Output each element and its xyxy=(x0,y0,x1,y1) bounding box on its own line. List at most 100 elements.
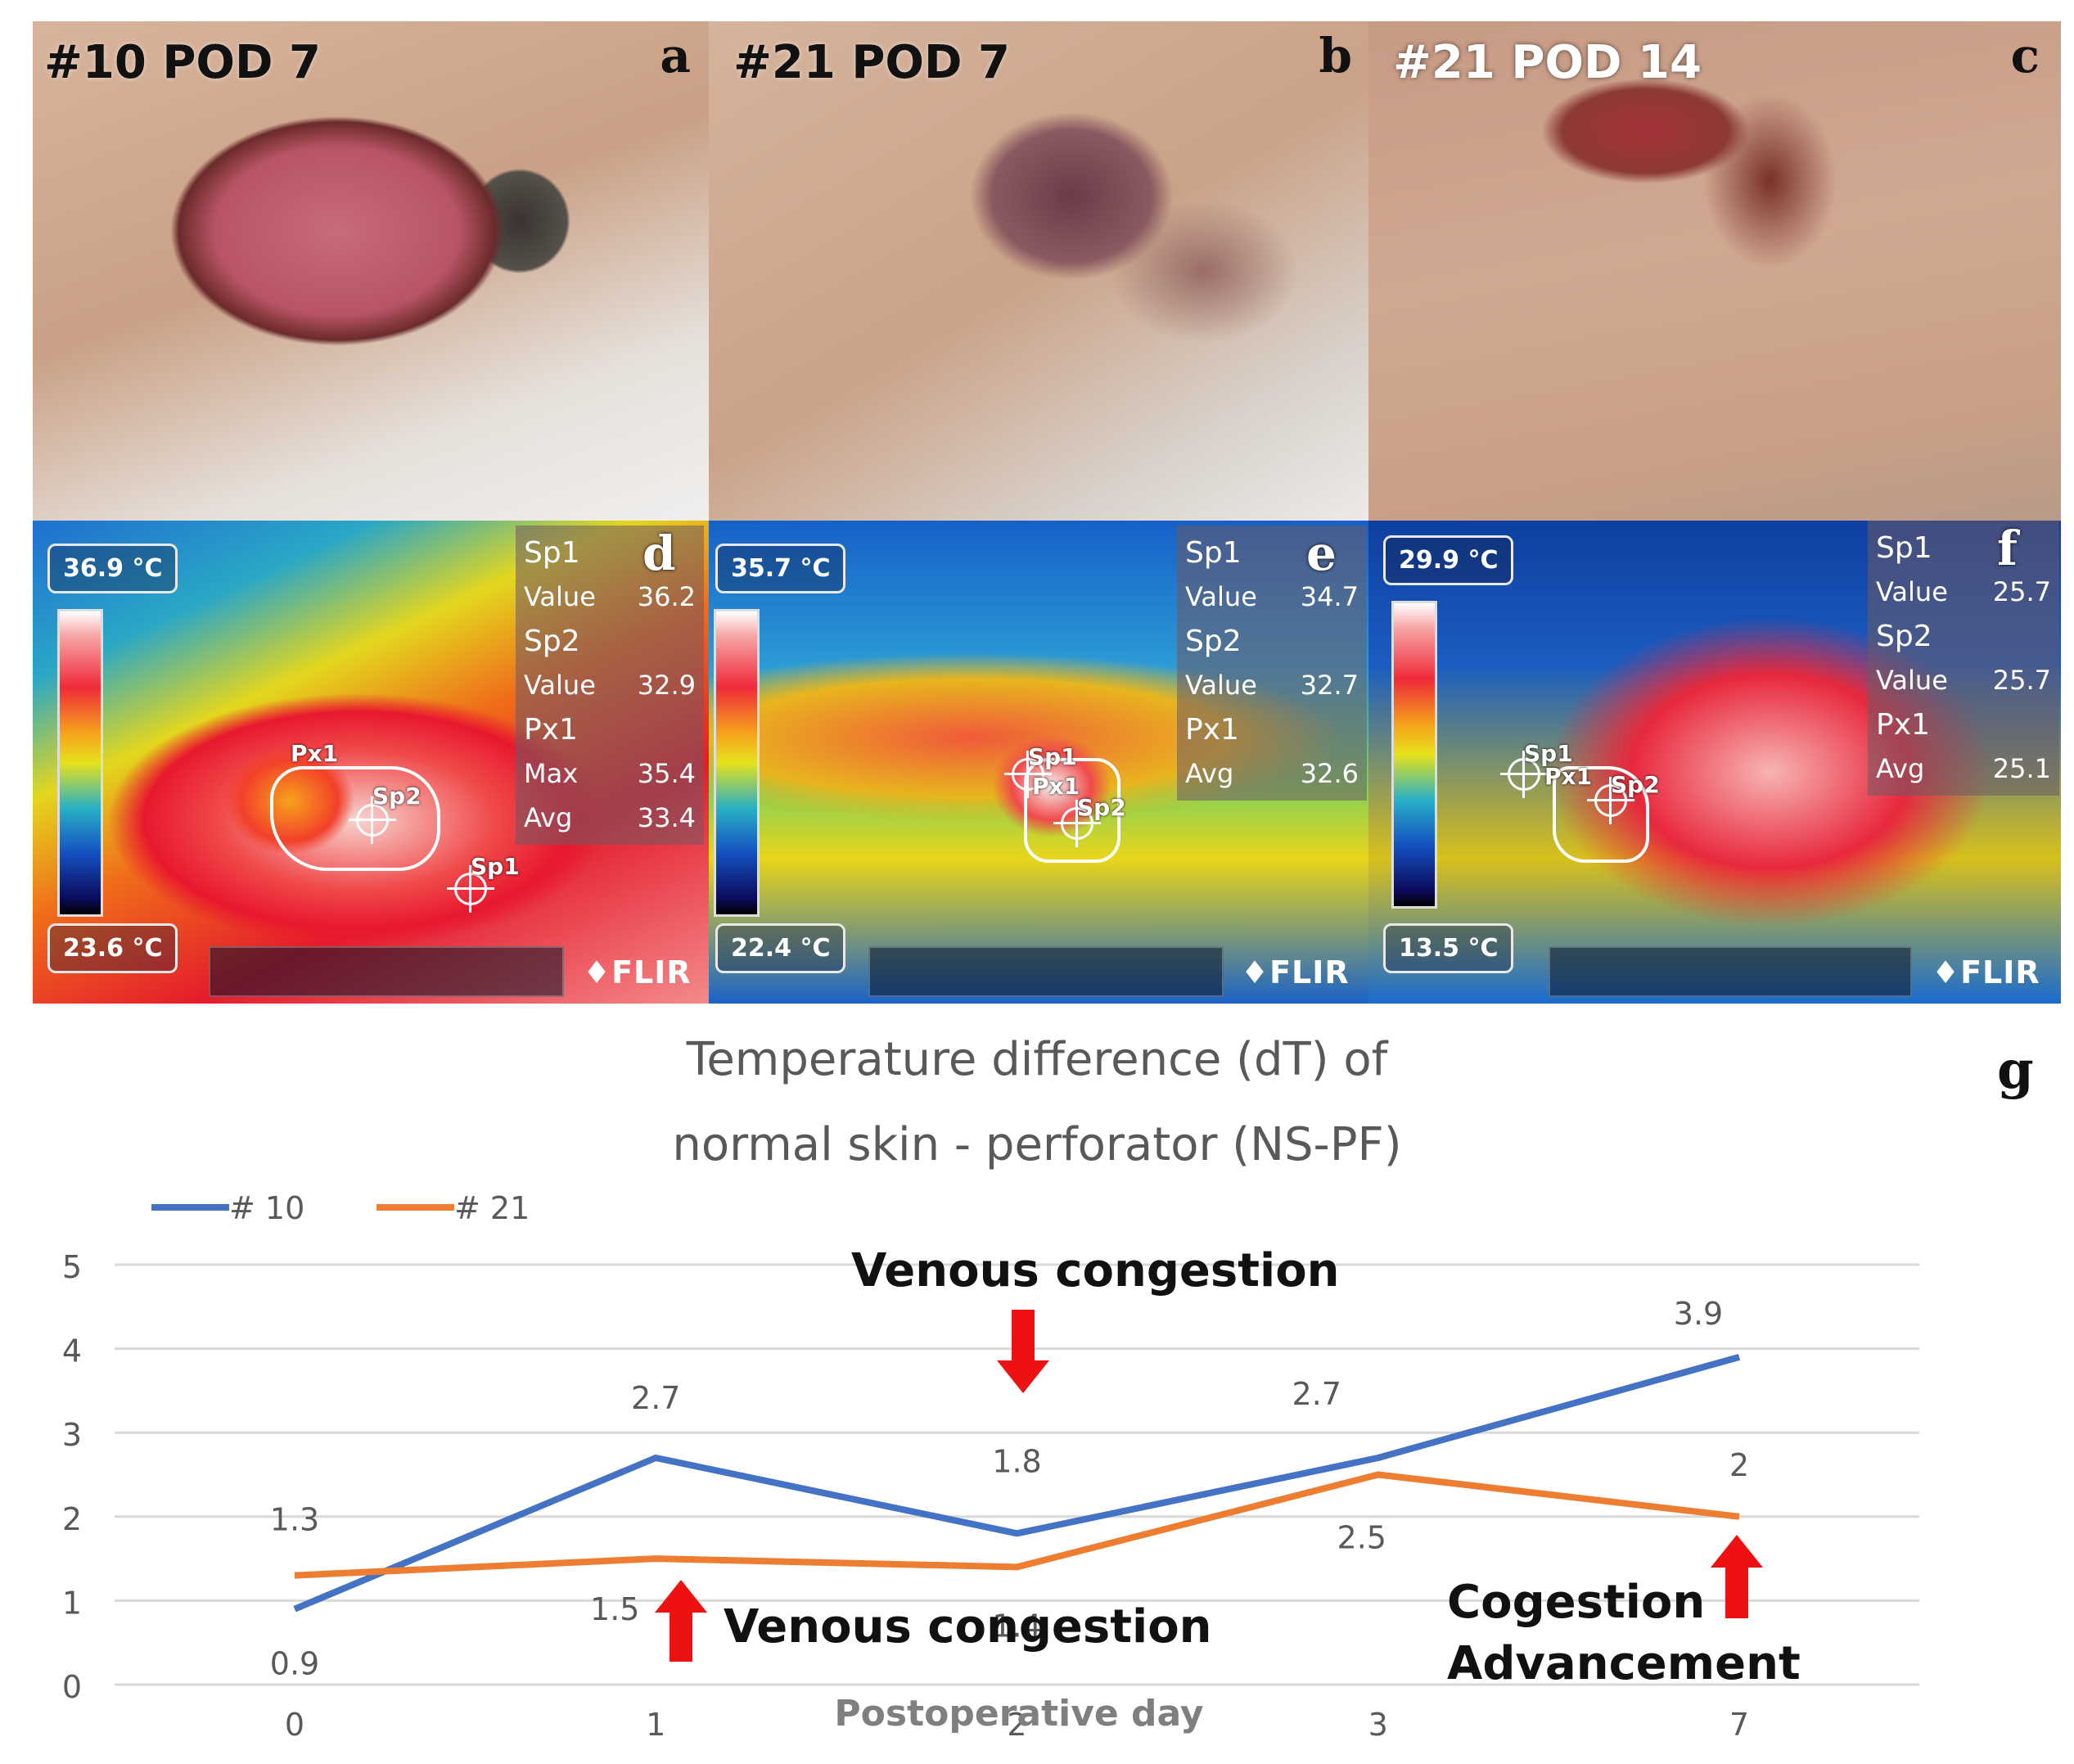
measurement-readout: Sp1 Value 36.2 Sp2 Value 32.9 Px1 Max 35.4 … xyxy=(516,526,704,845)
readout-row: Value 36.2 xyxy=(524,581,696,612)
data-label: 1.3 xyxy=(270,1502,319,1538)
measurement-readout: Sp1 Value 25.7 Sp2 Value 25.7 Px1 Avg 25.1 xyxy=(1868,521,2059,796)
max-temp-box: 36.9 °C xyxy=(47,544,178,593)
panel-a-title: #10 POD 7 xyxy=(44,36,321,89)
series-line-b xyxy=(294,1471,1740,1579)
panel-c-letter: c xyxy=(2010,28,2040,83)
readout-row: Sp1 xyxy=(524,535,580,570)
x-axis-label: Postoperative day xyxy=(834,1693,1203,1735)
roi-label-sp2: Sp2 xyxy=(1077,794,1126,821)
series-line-a xyxy=(293,1354,1741,1613)
red-arrow-icon xyxy=(997,1310,1049,1393)
data-label: 2 xyxy=(1729,1447,1749,1483)
roi-label-px1: Px1 xyxy=(291,740,339,767)
readout-row: Value 32.9 xyxy=(524,670,696,701)
photo-panel-a: #10 POD 7 a xyxy=(33,21,709,521)
chart-title: Temperature difference (dT) of xyxy=(686,1033,1388,1086)
readout-row: Sp1 xyxy=(1185,535,1242,570)
spot-crosshair-icon xyxy=(1053,800,1101,847)
readout-row: Value 25.7 xyxy=(1876,576,2051,607)
roi-label-sp1: Sp1 xyxy=(1524,740,1573,767)
data-label: 3.9 xyxy=(1674,1296,1723,1332)
roi-polygon xyxy=(1553,766,1649,863)
readout-row: Value 34.7 xyxy=(1185,581,1359,612)
red-arrow-icon xyxy=(1711,1535,1763,1618)
data-label: 0.9 xyxy=(270,1646,319,1682)
annotation-venous-congestion-bottom: Venous congestion xyxy=(724,1600,1212,1653)
x-tick-label: 7 xyxy=(1729,1707,1749,1743)
readout-row: Avg 33.4 xyxy=(524,802,696,833)
min-temp-box: 13.5 °C xyxy=(1383,923,1514,973)
histogram-bar xyxy=(1549,946,1912,997)
spot-crosshair-icon xyxy=(447,865,494,913)
readout-row: Px1 xyxy=(1185,712,1239,747)
readout-row: Max 35.4 xyxy=(524,758,696,789)
spot-crosshair-icon xyxy=(1004,751,1052,798)
thermal-panel-f: 29.9 °C 13.5 °C Sp1 Value 25.7 Sp2 Value 2… xyxy=(1368,521,2061,1004)
readout-row: Sp2 xyxy=(1876,619,1932,653)
histogram-bar xyxy=(868,946,1224,997)
flir-logo: ♦FLIR xyxy=(1932,954,2040,990)
panel-f-letter: f xyxy=(1997,521,2018,576)
readout-row: Sp2 xyxy=(524,624,580,658)
photo-panel-c: #21 POD 14 c xyxy=(1368,21,2061,521)
photo-panel-b: #21 POD 7 b xyxy=(709,21,1368,521)
data-label: 1.4 xyxy=(992,1608,1041,1644)
readout-row: Value 25.7 xyxy=(1876,665,2051,696)
flir-logo: ♦FLIR xyxy=(583,954,692,990)
x-tick-label: 3 xyxy=(1368,1707,1388,1743)
temperature-scale-bar xyxy=(57,609,103,917)
min-temp-box: 23.6 °C xyxy=(47,923,178,973)
roi-label-sp2: Sp2 xyxy=(372,783,422,810)
annotation-venous-congestion-top: Venous congestion xyxy=(851,1244,1340,1297)
readout-row: Px1 xyxy=(524,712,578,747)
line-chart: 0 1 2 3 4 5 0 1 2 3 7 Postoperative day # 10 # 21 0.9 2… xyxy=(62,1190,1919,1743)
panel-c-title: #21 POD 14 xyxy=(1393,36,1702,89)
annotation-congestion: Cogestion xyxy=(1447,1576,1706,1629)
panel-b-letter: b xyxy=(1319,28,1352,83)
x-tick-label: 2 xyxy=(1007,1707,1026,1743)
readout-row: Sp2 xyxy=(1185,624,1242,658)
spot-crosshair-icon xyxy=(349,796,396,844)
chart-subtitle: normal skin - perforator (NS-PF) xyxy=(672,1118,1402,1171)
panel-g-letter: g xyxy=(1997,1040,2034,1101)
panel-e-letter: e xyxy=(1306,526,1337,581)
roi-label-sp1: Sp1 xyxy=(471,853,520,880)
roi-label-px1: Px1 xyxy=(1544,763,1593,790)
data-label: 1.5 xyxy=(590,1591,639,1627)
roi-polygon xyxy=(1024,758,1120,863)
thermal-panel-e: 35.7 °C 22.4 °C Sp1 Value 34.7 Sp2 Value 3… xyxy=(709,521,1368,1004)
panel-b-title: #21 POD 7 xyxy=(733,36,1010,89)
temperature-scale-bar xyxy=(714,609,760,917)
y-tick-label: 3 xyxy=(62,1417,82,1453)
readout-row: Avg 32.6 xyxy=(1185,758,1359,789)
data-label: 2.7 xyxy=(1292,1376,1341,1412)
roi-label-px1: Px1 xyxy=(1032,773,1080,800)
readout-row: Px1 xyxy=(1876,707,1930,742)
x-tick-label: 1 xyxy=(646,1707,665,1743)
data-label: 1.8 xyxy=(992,1443,1041,1479)
spot-crosshair-icon xyxy=(1500,751,1548,798)
data-label: 2.7 xyxy=(631,1380,680,1416)
annotation-advancement: Advancement xyxy=(1447,1637,1801,1690)
x-tick-label: 0 xyxy=(285,1707,304,1743)
y-tick-label: 4 xyxy=(62,1333,82,1369)
readout-row: Value 32.7 xyxy=(1185,670,1359,701)
max-temp-box: 35.7 °C xyxy=(715,544,846,593)
panel-d-letter: d xyxy=(642,526,676,581)
legend-entry: # 10 xyxy=(229,1190,304,1226)
y-tick-label: 0 xyxy=(62,1669,82,1705)
readout-row: Avg 25.1 xyxy=(1876,753,2051,784)
min-temp-box: 22.4 °C xyxy=(715,923,846,973)
thermal-panel-d: 36.9 °C 23.6 °C Sp1 Value 36.2 Sp2 Value 3… xyxy=(33,521,709,1004)
y-tick-label: 1 xyxy=(62,1585,82,1621)
roi-label-sp1: Sp1 xyxy=(1028,743,1077,770)
y-tick-label: 2 xyxy=(62,1501,82,1537)
temperature-scale-bar xyxy=(1391,601,1437,909)
readout-row: Sp1 xyxy=(1876,530,1932,565)
data-label: 2.5 xyxy=(1337,1520,1386,1556)
roi-polygon xyxy=(270,766,440,871)
spot-crosshair-icon xyxy=(1587,777,1634,824)
panel-a-letter: a xyxy=(660,28,691,83)
y-tick-label: 5 xyxy=(62,1249,82,1285)
